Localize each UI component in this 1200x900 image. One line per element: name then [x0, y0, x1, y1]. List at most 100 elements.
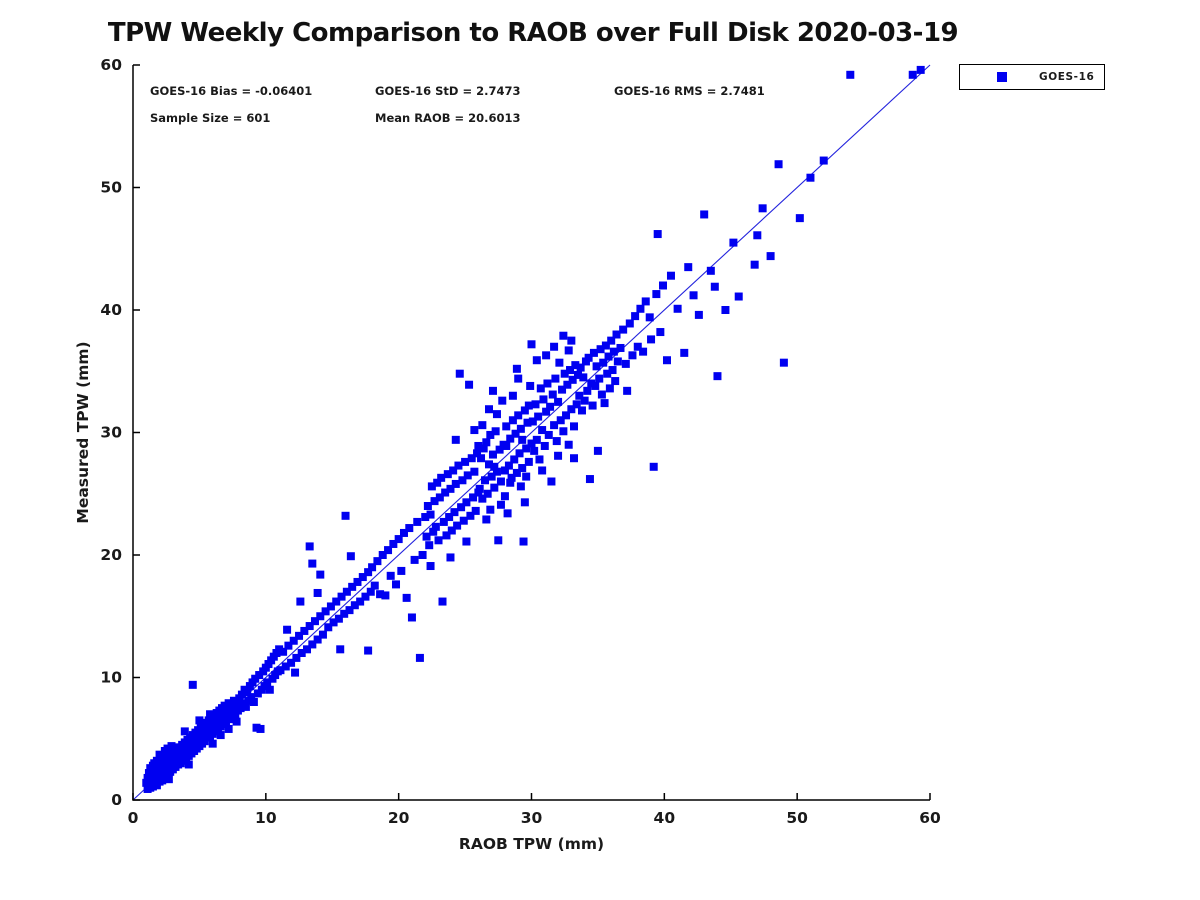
scatter-point [540, 441, 549, 450]
scatter-point [490, 483, 499, 492]
scatter-point [500, 492, 509, 501]
scatter-point [713, 372, 722, 381]
scatter-point [284, 641, 293, 650]
scatter-point [155, 750, 164, 759]
scatter-point [653, 230, 662, 239]
scatter-point [491, 427, 500, 436]
scatter-point [567, 336, 576, 345]
scatter-point [483, 489, 492, 498]
scatter-point [345, 606, 354, 615]
scatter-point [318, 630, 327, 639]
scatter-point [461, 457, 470, 466]
scatter-point [502, 422, 511, 431]
scatter-point [486, 505, 495, 514]
scatter-point [514, 411, 523, 420]
scatter-point [342, 587, 351, 596]
scatter-point [652, 290, 661, 299]
scatter-point [450, 508, 459, 517]
scatter-point [490, 462, 499, 471]
scatter-point [774, 160, 783, 169]
scatter-point [397, 566, 406, 575]
scatter-point [431, 522, 440, 531]
scatter-point [392, 580, 401, 589]
scatter-point [402, 593, 411, 602]
scatter-point [413, 517, 422, 526]
scatter-point [524, 457, 533, 466]
scatter-point [544, 430, 553, 439]
scatter-point [710, 282, 719, 291]
scatter-point [523, 418, 532, 427]
scatter-point [265, 685, 274, 694]
scatter-point [487, 472, 496, 481]
scatter-point [305, 542, 314, 551]
scatter-point [221, 705, 230, 714]
y-tick-label: 0 [111, 791, 122, 809]
scatter-point [341, 511, 350, 520]
y-tick-label: 60 [100, 56, 122, 74]
scatter-point [316, 570, 325, 579]
scatter-point [536, 384, 545, 393]
stat-mean-raob: Mean RAOB = 20.6013 [375, 111, 521, 125]
scatter-point [572, 400, 581, 409]
scatter-point [386, 571, 395, 580]
scatter-point [358, 573, 367, 582]
scatter-point [180, 727, 189, 736]
scatter-point [498, 396, 507, 405]
scatter-point [454, 461, 463, 470]
scatter-point [514, 374, 523, 383]
scatter-point [539, 395, 548, 404]
scatter-point [492, 410, 501, 419]
y-tick-label: 40 [100, 301, 122, 319]
scatter-point [443, 470, 452, 479]
scatter-point [287, 658, 296, 667]
scatter-point [535, 455, 544, 464]
scatter-point [584, 353, 593, 362]
scatter-point [548, 390, 557, 399]
scatter-point [591, 381, 600, 390]
scatter-point [588, 401, 597, 410]
scatter-point [407, 613, 416, 622]
scatter-point [495, 445, 504, 454]
scatter-point [542, 351, 551, 360]
scatter-point [573, 370, 582, 379]
scatter-point [666, 271, 675, 280]
scatter-point [184, 760, 193, 769]
scatter-point [446, 484, 455, 493]
scatter-point [519, 537, 528, 546]
scatter-point [512, 468, 521, 477]
scatter-point [188, 680, 197, 689]
scatter-point [321, 607, 330, 616]
scatter-point [415, 653, 424, 662]
scatter-point [534, 412, 543, 421]
stat-sample-size: Sample Size = 601 [150, 111, 271, 125]
scatter-point [276, 666, 285, 675]
scatter-point [571, 361, 580, 370]
scatter-point [508, 416, 517, 425]
scatter-point [575, 391, 584, 400]
scatter-point [564, 440, 573, 449]
scatter-point [766, 252, 775, 261]
scatter-point [502, 441, 511, 450]
scatter-point [599, 358, 608, 367]
scatter-point [484, 460, 493, 469]
scatter-point [227, 702, 236, 711]
scatter-point [563, 380, 572, 389]
scatter-point [558, 385, 567, 394]
scatter-point [595, 374, 604, 383]
scatter-point [446, 553, 455, 562]
y-tick-label: 10 [100, 669, 122, 687]
scatter-point [469, 493, 478, 502]
scatter-point [256, 724, 265, 733]
scatter-point [656, 328, 665, 337]
scatter-point [435, 493, 444, 502]
scatter-point [453, 521, 462, 530]
scatter-point [421, 513, 430, 522]
scatter-point [556, 416, 565, 425]
scatter-point [530, 446, 539, 455]
scatter-point [449, 466, 458, 475]
scatter-point [373, 557, 382, 566]
scatter-point [430, 497, 439, 506]
scatter-point [600, 399, 609, 408]
scatter-point [336, 645, 345, 654]
scatter-point [515, 449, 524, 458]
